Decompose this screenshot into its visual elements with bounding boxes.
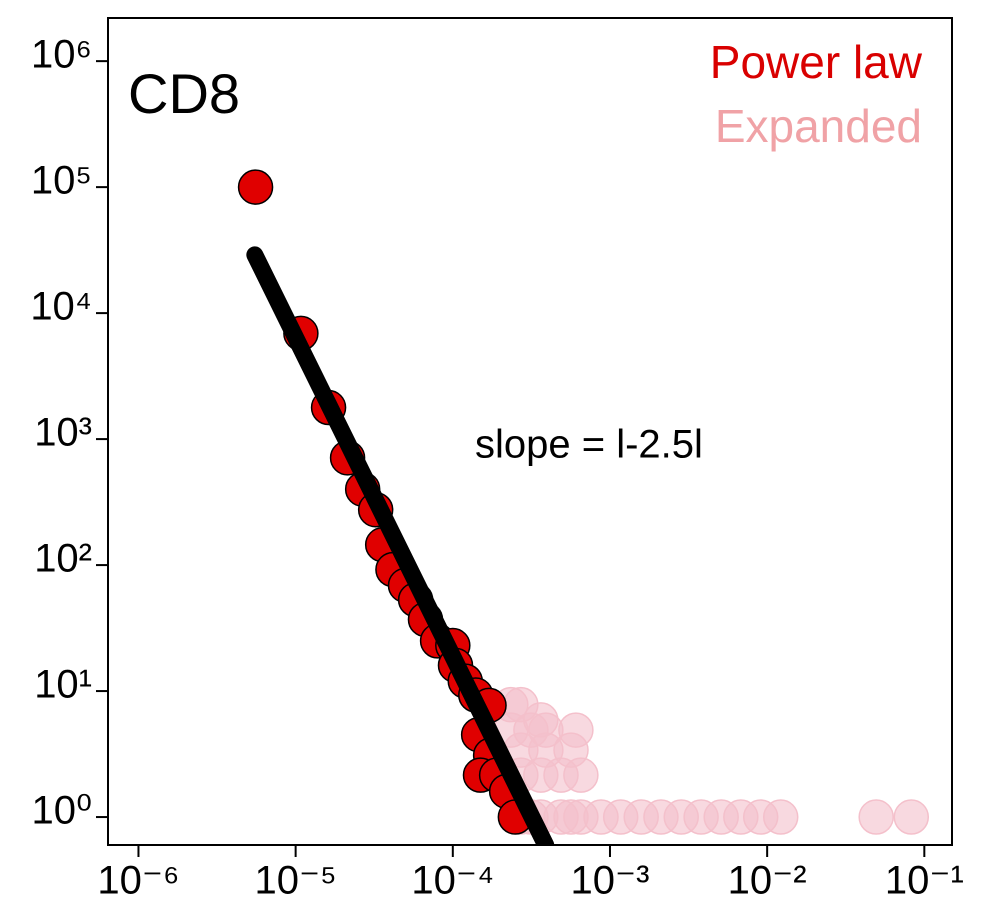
point (558, 712, 594, 748)
legend-label: Expanded (715, 100, 922, 152)
x-tick-label: 10⁻⁶ (97, 859, 179, 903)
chart-title: CD8 (128, 62, 240, 125)
legend-label: Power law (710, 36, 923, 88)
x-tick-label: 10⁻⁵ (255, 859, 337, 903)
point (893, 799, 930, 835)
plot-area (237, 169, 930, 845)
point (762, 799, 799, 835)
y-tick-label: 10⁴ (30, 285, 92, 329)
annotation: slope = l-2.5l (475, 423, 703, 467)
y-tick-label: 10⁶ (31, 33, 92, 77)
x-tick-label: 10⁻² (728, 859, 807, 903)
x-tick-label: 10⁻¹ (885, 859, 964, 903)
y-tick-label: 10⁰ (31, 789, 92, 833)
fit-line (246, 246, 555, 845)
y-tick-label: 10⁵ (31, 159, 92, 203)
y-tick-label: 10¹ (34, 663, 92, 707)
plot-frame (107, 17, 953, 846)
y-tick-label: 10³ (34, 411, 92, 455)
point (503, 686, 539, 723)
x-tick-label: 10⁻³ (571, 859, 650, 903)
x-tick-label: 10⁻⁴ (411, 859, 494, 903)
y-tick-label: 10² (34, 537, 92, 581)
point (237, 169, 274, 205)
point (858, 799, 894, 835)
